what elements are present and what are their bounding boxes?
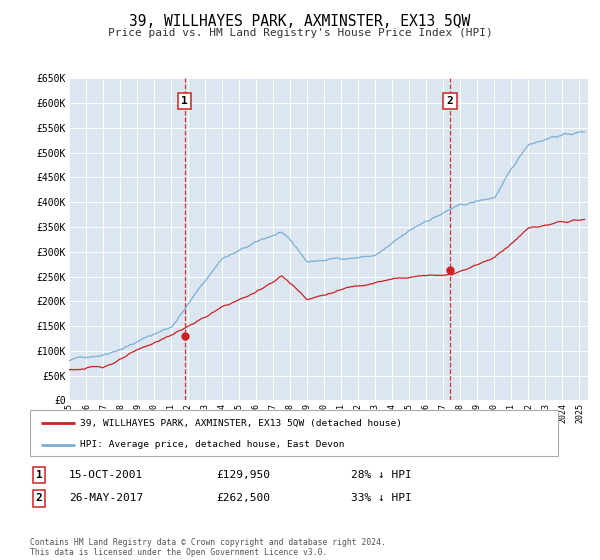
Text: HPI: Average price, detached house, East Devon: HPI: Average price, detached house, East… — [80, 440, 344, 450]
Text: Price paid vs. HM Land Registry's House Price Index (HPI): Price paid vs. HM Land Registry's House … — [107, 28, 493, 38]
Text: 2: 2 — [447, 96, 454, 106]
Text: 39, WILLHAYES PARK, AXMINSTER, EX13 5QW: 39, WILLHAYES PARK, AXMINSTER, EX13 5QW — [130, 14, 470, 29]
Text: 39, WILLHAYES PARK, AXMINSTER, EX13 5QW (detached house): 39, WILLHAYES PARK, AXMINSTER, EX13 5QW … — [80, 419, 402, 428]
Text: 1: 1 — [181, 96, 188, 106]
FancyBboxPatch shape — [30, 410, 558, 456]
Text: 1: 1 — [35, 470, 43, 480]
Text: 28% ↓ HPI: 28% ↓ HPI — [351, 470, 412, 480]
Text: 26-MAY-2017: 26-MAY-2017 — [69, 493, 143, 503]
Text: 33% ↓ HPI: 33% ↓ HPI — [351, 493, 412, 503]
Text: 2: 2 — [35, 493, 43, 503]
Text: £129,950: £129,950 — [216, 470, 270, 480]
Text: Contains HM Land Registry data © Crown copyright and database right 2024.
This d: Contains HM Land Registry data © Crown c… — [30, 538, 386, 557]
Text: 15-OCT-2001: 15-OCT-2001 — [69, 470, 143, 480]
Text: £262,500: £262,500 — [216, 493, 270, 503]
